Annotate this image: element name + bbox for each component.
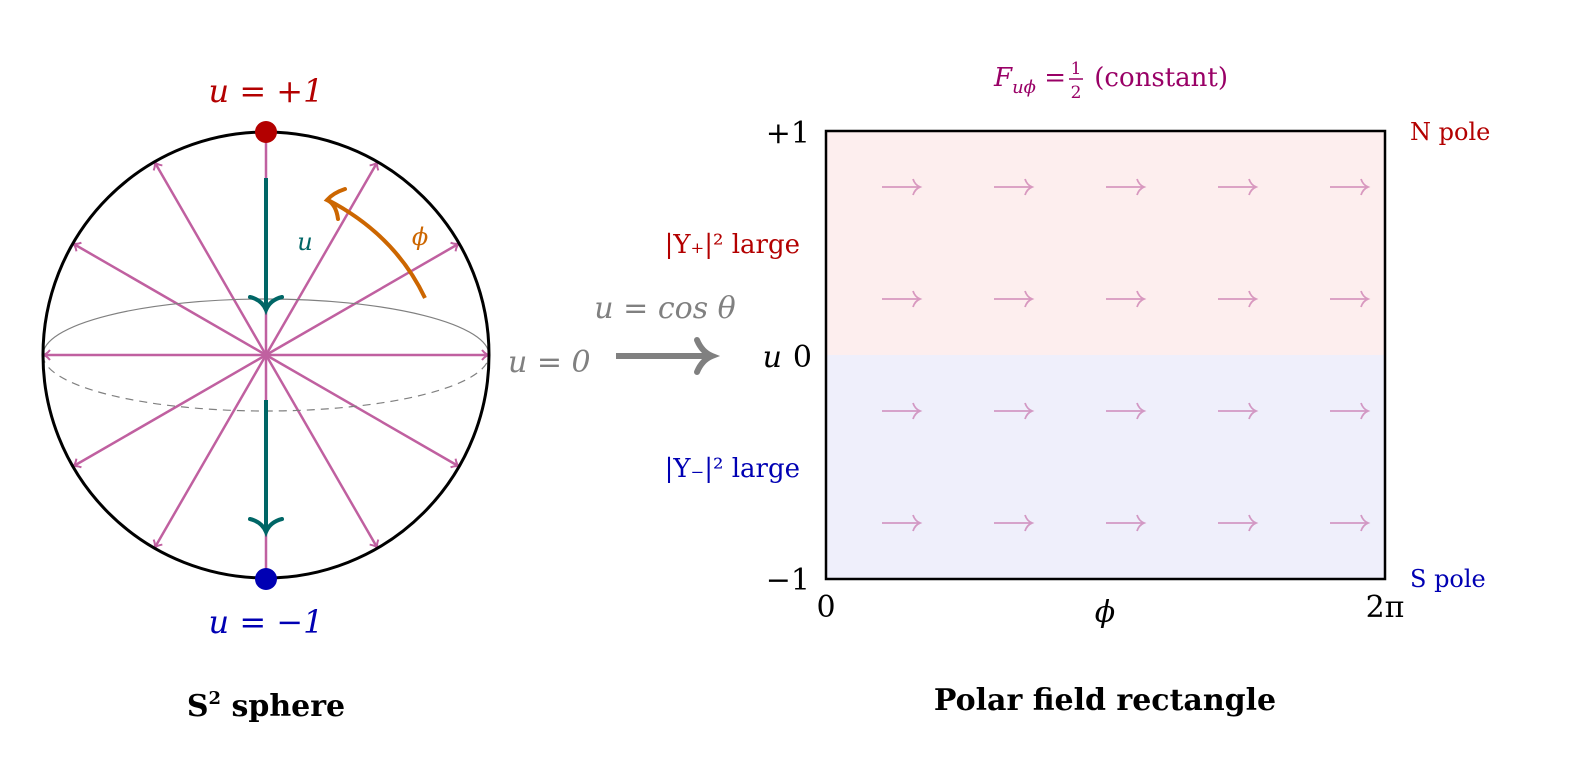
polar-field-rectangle: Fuϕ = 1 2 (constant) +1 0 u −1 0 2π ϕ |Y… [665, 59, 1491, 718]
field-arrow [994, 178, 1035, 196]
u-label: u [297, 228, 312, 256]
field-arrow [994, 290, 1035, 308]
north-region [826, 131, 1385, 355]
field-arrow [1106, 402, 1147, 420]
field-arrows [882, 178, 1371, 532]
field-arrow [1218, 178, 1259, 196]
south-pole-label: S pole [1410, 565, 1486, 593]
radial-arrow [71, 353, 267, 469]
rectangle-title: Fuϕ = 1 2 (constant) [993, 59, 1228, 103]
north-pole-dot [255, 121, 277, 143]
south-label: u = −1 [209, 603, 324, 641]
u-arrow-lower [248, 400, 284, 538]
title-fraction-denominator: 2 [1071, 83, 1082, 103]
radial-field-arrows [41, 130, 491, 580]
north-region-label: |Y₊|² large [665, 230, 800, 260]
field-arrow [882, 514, 923, 532]
field-arrow [1330, 402, 1371, 420]
south-region [826, 355, 1385, 579]
field-arrow [1106, 178, 1147, 196]
radial-arrow [265, 353, 461, 469]
field-arrow [1106, 290, 1147, 308]
radial-arrow [264, 160, 380, 356]
field-arrow [1106, 514, 1147, 532]
field-arrow [1218, 290, 1259, 308]
south-region-label: |Y₋|² large [665, 454, 800, 484]
radial-arrow [152, 160, 268, 356]
title-lhs: Fuϕ = [993, 63, 1066, 98]
field-arrow [1218, 402, 1259, 420]
north-label: u = +1 [209, 72, 324, 110]
title-rest: (constant) [1086, 63, 1228, 93]
north-pole-label: N pole [1410, 118, 1490, 146]
y-tick-bottom: −1 [766, 563, 810, 598]
south-pole-dot [255, 568, 277, 590]
field-arrow [1218, 514, 1259, 532]
field-arrow [994, 402, 1035, 420]
sphere-diagram: u = +1 u = −1 u ϕ u = 0 S2 sphere [41, 72, 591, 724]
field-arrow [882, 290, 923, 308]
phi-arrow [323, 187, 427, 299]
field-arrow [1330, 514, 1371, 532]
y-axis-label: u [763, 340, 782, 375]
y-tick-top: +1 [766, 116, 810, 151]
x-axis-label: ϕ [1095, 595, 1115, 630]
radial-arrow [152, 354, 268, 550]
u-arrow-upper [248, 178, 284, 316]
radial-arrow [265, 241, 461, 357]
field-arrow [882, 178, 923, 196]
phi-label: ϕ [412, 223, 428, 251]
radial-arrow [71, 241, 267, 357]
field-arrow [994, 514, 1035, 532]
rectangle-border [824, 129, 1387, 581]
radial-arrow [264, 354, 380, 550]
field-arrow [1330, 290, 1371, 308]
title-fraction-numerator: 1 [1071, 59, 1082, 79]
sphere-caption: S2 sphere [187, 688, 345, 724]
x-tick-left: 0 [816, 590, 835, 625]
field-arrow [882, 402, 923, 420]
field-arrow [1330, 178, 1371, 196]
mapping-arrow: u = cos θ [594, 291, 736, 375]
mapping-label: u = cos θ [594, 291, 735, 326]
rectangle-caption: Polar field rectangle [934, 683, 1276, 718]
equator-label: u = 0 [508, 345, 591, 380]
x-tick-right: 2π [1366, 590, 1405, 625]
y-tick-mid: 0 [793, 340, 812, 375]
